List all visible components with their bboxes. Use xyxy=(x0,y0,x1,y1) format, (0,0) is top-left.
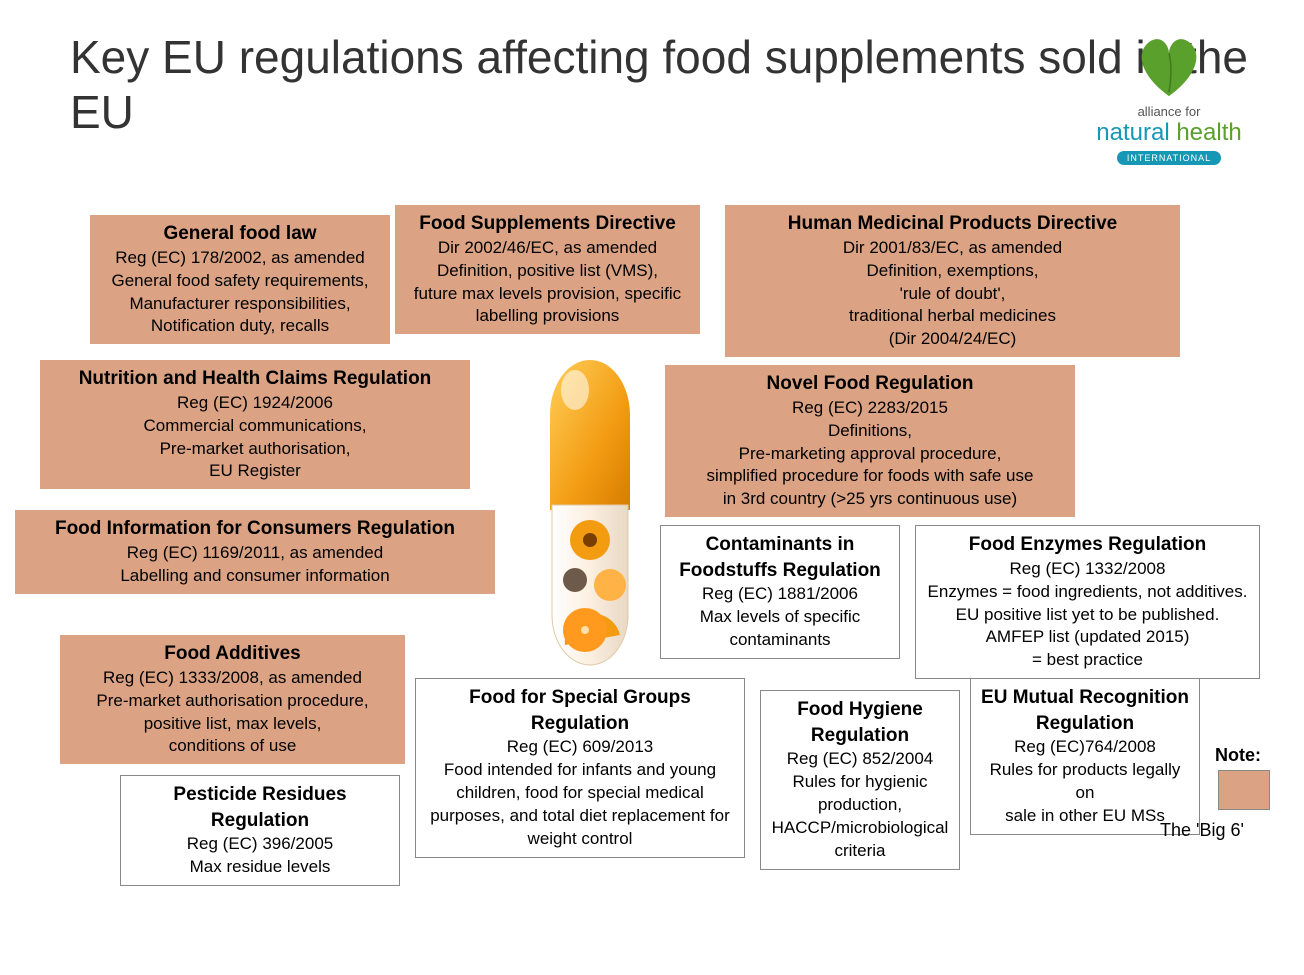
box-title: General food law xyxy=(100,221,380,247)
box-line: Reg (EC) 852/2004 xyxy=(771,748,949,771)
box-line: Commercial communications, xyxy=(50,415,460,438)
box-line: Definition, exemptions, xyxy=(735,260,1170,283)
box-line: children, food for special medical xyxy=(426,782,734,805)
box-title: Food Hygiene Regulation xyxy=(771,697,949,748)
box-line: (Dir 2004/24/EC) xyxy=(735,328,1170,351)
box-line: AMFEP list (updated 2015) xyxy=(926,626,1249,649)
box-line: = best practice xyxy=(926,649,1249,672)
box-line: Rules for hygienic xyxy=(771,771,949,794)
box-line: Manufacturer responsibilities, xyxy=(100,293,380,316)
box-line: General food safety requirements, xyxy=(100,270,380,293)
box-line: Pre-market authorisation, xyxy=(50,438,460,461)
box-title: Food Enzymes Regulation xyxy=(926,532,1249,558)
box-line: positive list, max levels, xyxy=(70,713,395,736)
box-line: Enzymes = food ingredients, not additive… xyxy=(926,581,1249,604)
box-line: traditional herbal medicines xyxy=(735,305,1170,328)
box-line: Max levels of specific xyxy=(671,606,889,629)
box-line: Reg (EC) 1169/2011, as amended xyxy=(25,542,485,565)
box-title: Contaminants in Foodstuffs Regulation xyxy=(671,532,889,583)
box-title: Pesticide Residues Regulation xyxy=(131,782,389,833)
legend-caption: The 'Big 6' xyxy=(1160,820,1244,841)
box-title: Food Information for Consumers Regulatio… xyxy=(25,516,485,542)
box-line: Food intended for infants and young xyxy=(426,759,734,782)
box-title: Nutrition and Health Claims Regulation xyxy=(50,366,460,392)
box-line: Rules for products legally on xyxy=(981,759,1189,805)
box-line: HACCP/microbiological xyxy=(771,817,949,840)
regulation-box-novel: Novel Food RegulationReg (EC) 2283/2015D… xyxy=(665,365,1075,517)
regulation-box-fsd: Food Supplements DirectiveDir 2002/46/EC… xyxy=(395,205,700,334)
regulation-box-additives: Food AdditivesReg (EC) 1333/2008, as ame… xyxy=(60,635,405,764)
box-title: Human Medicinal Products Directive xyxy=(735,211,1170,237)
leaf-heart-icon xyxy=(1129,30,1209,100)
note-label: Note: xyxy=(1215,745,1261,766)
regulation-box-special_groups: Food for Special Groups RegulationReg (E… xyxy=(415,678,745,858)
box-line: Pre-marketing approval procedure, xyxy=(675,443,1065,466)
box-line: future max levels provision, specific xyxy=(405,283,690,306)
box-title: Novel Food Regulation xyxy=(675,371,1065,397)
box-line: Pre-market authorisation procedure, xyxy=(70,690,395,713)
box-line: labelling provisions xyxy=(405,305,690,328)
box-line: sale in other EU MSs xyxy=(981,805,1189,828)
box-line: conditions of use xyxy=(70,735,395,758)
regulation-box-fic: Food Information for Consumers Regulatio… xyxy=(15,510,495,594)
regulation-box-general_food_law: General food lawReg (EC) 178/2002, as am… xyxy=(90,215,390,344)
capsule-icon xyxy=(530,355,650,675)
logo-prefix: alliance for xyxy=(1074,104,1264,119)
box-line: Notification duty, recalls xyxy=(100,315,380,338)
box-line: 'rule of doubt', xyxy=(735,283,1170,306)
logo-wordmark: natural health xyxy=(1074,119,1264,147)
box-line: Reg (EC) 1924/2006 xyxy=(50,392,460,415)
box-line: Dir 2002/46/EC, as amended xyxy=(405,237,690,260)
box-line: production, xyxy=(771,794,949,817)
logo: alliance for natural health INTERNATIONA… xyxy=(1074,30,1264,166)
box-line: simplified procedure for foods with safe… xyxy=(675,465,1065,488)
box-title: EU Mutual Recognition Regulation xyxy=(981,685,1189,736)
box-line: Reg (EC) 1332/2008 xyxy=(926,558,1249,581)
box-line: Reg (EC) 2283/2015 xyxy=(675,397,1065,420)
box-line: weight control xyxy=(426,828,734,851)
box-line: contaminants xyxy=(671,629,889,652)
regulation-box-hmpd: Human Medicinal Products DirectiveDir 20… xyxy=(725,205,1180,357)
box-title: Food for Special Groups Regulation xyxy=(426,685,734,736)
regulation-box-mutual: EU Mutual Recognition RegulationReg (EC)… xyxy=(970,678,1200,835)
box-line: Reg (EC)764/2008 xyxy=(981,736,1189,759)
regulation-box-enzymes: Food Enzymes RegulationReg (EC) 1332/200… xyxy=(915,525,1260,679)
box-line: Definition, positive list (VMS), xyxy=(405,260,690,283)
box-line: Reg (EC) 396/2005 xyxy=(131,833,389,856)
regulation-box-contaminants: Contaminants in Foodstuffs RegulationReg… xyxy=(660,525,900,659)
box-line: Reg (EC) 1333/2008, as amended xyxy=(70,667,395,690)
box-line: Reg (EC) 1881/2006 xyxy=(671,583,889,606)
box-line: criteria xyxy=(771,840,949,863)
box-line: in 3rd country (>25 yrs continuous use) xyxy=(675,488,1065,511)
box-title: Food Additives xyxy=(70,641,395,667)
box-line: Max residue levels xyxy=(131,856,389,879)
box-line: EU positive list yet to be published. xyxy=(926,604,1249,627)
box-line: Dir 2001/83/EC, as amended xyxy=(735,237,1170,260)
logo-badge: INTERNATIONAL xyxy=(1117,151,1221,165)
box-line: Labelling and consumer information xyxy=(25,565,485,588)
regulation-box-pesticide: Pesticide Residues RegulationReg (EC) 39… xyxy=(120,775,400,886)
box-line: purposes, and total diet replacement for xyxy=(426,805,734,828)
regulation-box-nhcr: Nutrition and Health Claims RegulationRe… xyxy=(40,360,470,489)
box-line: Reg (EC) 178/2002, as amended xyxy=(100,247,380,270)
box-title: Food Supplements Directive xyxy=(405,211,690,237)
regulation-box-hygiene: Food Hygiene RegulationReg (EC) 852/2004… xyxy=(760,690,960,870)
box-line: Reg (EC) 609/2013 xyxy=(426,736,734,759)
box-line: EU Register xyxy=(50,460,460,483)
box-line: Definitions, xyxy=(675,420,1065,443)
legend-swatch xyxy=(1218,770,1270,810)
